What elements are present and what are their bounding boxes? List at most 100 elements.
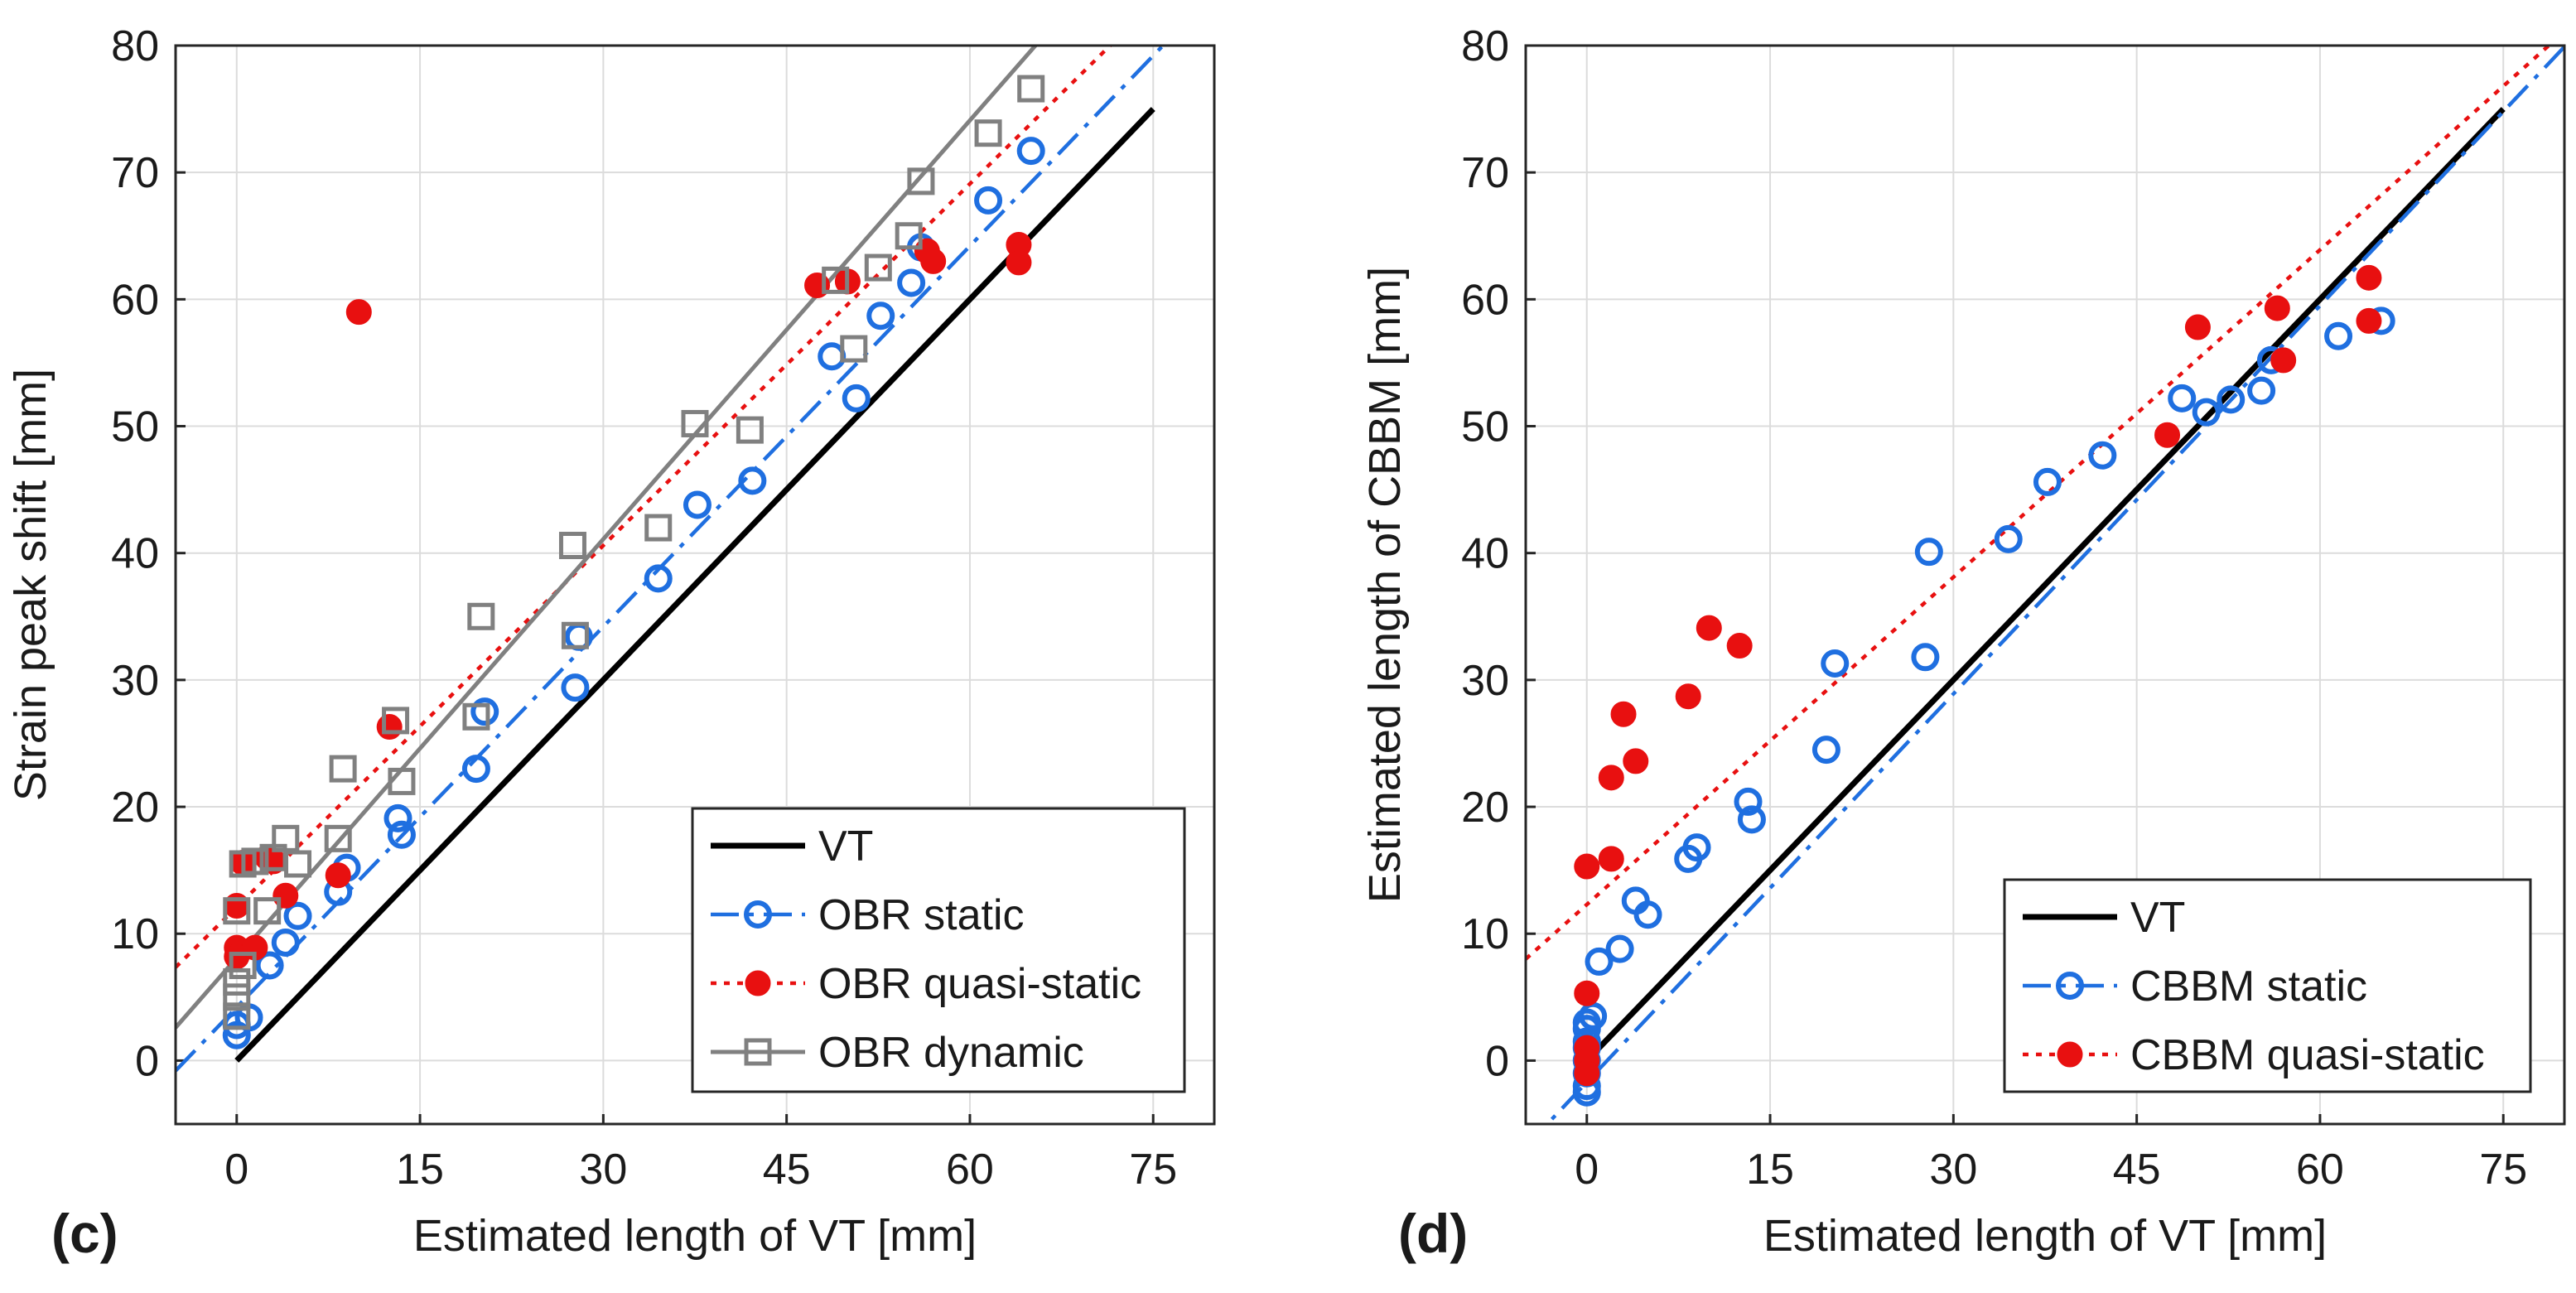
y-tick-label: 40 bbox=[1461, 530, 1509, 578]
y-tick-label: 10 bbox=[111, 910, 159, 958]
y-tick-label: 60 bbox=[1461, 276, 1509, 324]
obr-dynamic-point bbox=[1017, 75, 1045, 103]
obr-dynamic-point bbox=[382, 707, 410, 735]
x-tick-label: 30 bbox=[1929, 1146, 1977, 1194]
obr-static-point bbox=[271, 928, 300, 957]
tick-labels: 0 15 30 45 60 75 0 10 20 30 40 50 60 70 80 bbox=[111, 22, 1177, 1194]
cbbm-quasi-static-point bbox=[2154, 422, 2181, 448]
legend-label: VT bbox=[818, 823, 873, 871]
cbbm-quasi-static-point bbox=[1574, 1060, 1600, 1087]
obr-dynamic-point bbox=[974, 119, 1002, 147]
cbbm-quasi-static-point bbox=[1675, 683, 1701, 710]
x-tick-label: 60 bbox=[946, 1146, 994, 1194]
y-axis-label: Estimated length of CBBM [mm] bbox=[1360, 267, 1410, 903]
panel-c-strain-peak-shift: 0 15 30 45 60 75 0 10 20 30 40 50 60 70 80 Estimated le… bbox=[6, 22, 1216, 1264]
legend-label: VT bbox=[2130, 894, 2185, 942]
obr-static-point bbox=[974, 186, 1003, 215]
obr-static-point bbox=[384, 803, 412, 832]
y-tick-label: 20 bbox=[111, 784, 159, 832]
y-tick-label: 70 bbox=[111, 149, 159, 197]
tick-labels: 0 15 30 45 60 75 0 10 20 30 40 50 60 70 80 bbox=[1461, 22, 2527, 1194]
obr-static-point bbox=[842, 384, 871, 413]
obr-static-point bbox=[644, 564, 673, 593]
obr-dynamic-point bbox=[644, 514, 673, 542]
cbbm-quasi-static-point bbox=[2356, 307, 2382, 334]
legend-marker bbox=[745, 970, 771, 996]
cbbm-quasi-static-point bbox=[1574, 853, 1600, 880]
obr-dynamic-point bbox=[272, 824, 300, 852]
obr-quasi-static-point bbox=[345, 299, 372, 326]
vt-reference-line bbox=[234, 107, 1155, 1063]
cbbm-static-point bbox=[2324, 321, 2353, 350]
cbbm-static-point bbox=[1914, 538, 1943, 567]
cbbm-static-point bbox=[2033, 467, 2062, 496]
obr-static-point bbox=[461, 755, 490, 784]
y-tick-label: 30 bbox=[1461, 657, 1509, 705]
cbbm-static-point bbox=[1585, 947, 1614, 976]
obr-dynamic-point bbox=[253, 897, 282, 925]
obr-dynamic-point bbox=[561, 621, 589, 649]
cbbm-static-point bbox=[1737, 805, 1766, 834]
legend-label: OBR static bbox=[818, 891, 1025, 939]
obr-dynamic-point bbox=[223, 1002, 251, 1030]
y-axis-label: Strain peak shift [mm] bbox=[6, 369, 55, 801]
obr-quasi-static-point bbox=[920, 248, 947, 274]
cbbm-quasi-static-point bbox=[1726, 633, 1753, 659]
cbbm-static-point bbox=[1605, 934, 1634, 963]
legend-item-obr-dynamic: OBR dynamic bbox=[711, 1029, 1084, 1077]
obr-static-point bbox=[387, 820, 416, 849]
x-axis-label: Estimated length of VT [mm] bbox=[1763, 1211, 2327, 1261]
obr-quasi-static-point bbox=[224, 893, 250, 919]
obr-quasi-static-point bbox=[325, 862, 351, 889]
cbbm-static-point bbox=[2088, 441, 2117, 470]
cbbm-static-point bbox=[1734, 787, 1763, 816]
cbbm-static-point bbox=[2192, 398, 2221, 427]
obr-dynamic-point bbox=[467, 602, 495, 630]
x-tick-label: 15 bbox=[1746, 1146, 1794, 1194]
cbbm-quasi-static-point bbox=[1598, 765, 1624, 791]
cbbm-static-point bbox=[1811, 736, 1840, 765]
cbbm-quasi-static-series bbox=[1574, 264, 2382, 1087]
cbbm-quasi-static-point bbox=[2270, 347, 2297, 374]
y-tick-label: 50 bbox=[111, 403, 159, 451]
panel-tag: (c) bbox=[51, 1203, 118, 1264]
obr-dynamic-series bbox=[223, 75, 1045, 1030]
y-tick-label: 60 bbox=[111, 276, 159, 324]
cbbm-quasi-static-point bbox=[1696, 615, 1722, 641]
obr-dynamic-point bbox=[864, 253, 892, 282]
legend-item-cbbm-quasi-static: CBBM quasi-static bbox=[2023, 1031, 2485, 1079]
x-tick-label: 60 bbox=[2296, 1146, 2344, 1194]
axes-box bbox=[174, 44, 1216, 1126]
y-tick-label: 80 bbox=[111, 22, 159, 70]
x-tick-label: 30 bbox=[579, 1146, 627, 1194]
cbbm-static-point bbox=[1682, 833, 1711, 862]
cbbm-static-point bbox=[1633, 900, 1662, 929]
obr-dynamic-point bbox=[822, 266, 850, 294]
data-layer bbox=[176, 46, 1166, 1073]
obr-static-point bbox=[561, 673, 590, 702]
legend-item-obr-static: OBR static bbox=[711, 891, 1025, 939]
obr-static-point bbox=[255, 951, 284, 980]
obr-dynamic-point bbox=[223, 983, 251, 1011]
legend-box bbox=[691, 807, 1186, 1093]
cbbm-static-point bbox=[2168, 384, 2197, 413]
x-tick-label: 45 bbox=[763, 1146, 811, 1194]
obr-dynamic-point bbox=[558, 532, 586, 560]
obr-dynamic-point bbox=[229, 952, 257, 980]
x-tick-label: 15 bbox=[396, 1146, 444, 1194]
cbbm-static-point bbox=[2247, 376, 2276, 405]
cbbm-quasi-static-point bbox=[1623, 748, 1649, 774]
y-tick-label: 0 bbox=[135, 1037, 159, 1085]
y-tick-label: 80 bbox=[1461, 22, 1509, 70]
obr-dynamic-point bbox=[284, 850, 312, 878]
obr-static-point bbox=[683, 490, 712, 519]
obr-static-point bbox=[738, 466, 767, 495]
legend-marker bbox=[744, 900, 772, 929]
legend-label: OBR quasi-static bbox=[818, 960, 1141, 1008]
axes-box bbox=[1524, 44, 2566, 1126]
panel-tag: (d) bbox=[1398, 1203, 1468, 1264]
cbbm-quasi-static-point bbox=[2184, 314, 2211, 340]
legend-item-vt: VT bbox=[2023, 894, 2185, 942]
y-tick-label: 70 bbox=[1461, 149, 1509, 197]
